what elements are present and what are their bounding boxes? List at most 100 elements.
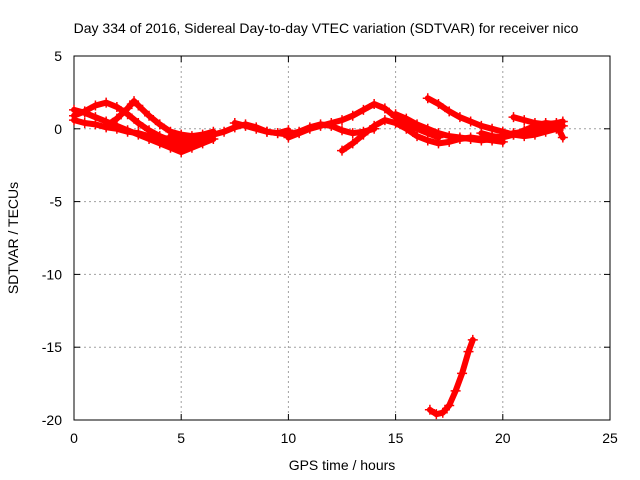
x-tick-label: 10: [281, 430, 297, 446]
data-point: [529, 129, 540, 140]
data-point: [315, 120, 326, 131]
data-point: [154, 133, 165, 144]
series-line: [424, 95, 566, 140]
data-point: [465, 116, 476, 127]
y-tick-label: -20: [42, 412, 62, 428]
data-point: [519, 125, 530, 136]
data-point: [450, 385, 461, 396]
data-point: [358, 104, 369, 115]
data-point: [208, 129, 219, 140]
data-point: [358, 129, 369, 140]
data-point: [337, 125, 347, 136]
data-point: [529, 117, 540, 128]
data-point: [79, 117, 90, 128]
data-point: [347, 138, 358, 149]
data-point: [476, 128, 487, 139]
data-point: [369, 120, 380, 131]
data-point: [122, 103, 133, 114]
data-point: [379, 103, 390, 114]
data-point: [508, 112, 519, 123]
data-point: [422, 123, 433, 134]
data-point: [219, 126, 230, 137]
plot-frame: [73, 55, 611, 421]
data-point: [457, 368, 468, 379]
data-point: [347, 110, 358, 121]
data-point: [154, 119, 165, 130]
data-point: [122, 126, 133, 137]
data-point: [337, 115, 347, 126]
data-point: [497, 132, 508, 143]
data-point: [379, 115, 390, 126]
data-point: [444, 400, 455, 411]
data-point: [272, 128, 283, 139]
data-point: [422, 93, 433, 104]
data-point: [165, 131, 176, 142]
data-point: [463, 346, 474, 357]
data-point: [444, 131, 455, 142]
data-point: [540, 119, 551, 130]
y-axis-label: SDTVAR / TECUs: [5, 182, 21, 294]
data-layer: [69, 93, 568, 420]
y-tick-label: 5: [54, 48, 62, 64]
data-point: [431, 409, 442, 420]
data-point: [69, 115, 79, 126]
y-tick-label: -5: [50, 194, 63, 210]
x-axis-label: GPS time / hours: [289, 457, 396, 473]
x-tick-label: 20: [495, 430, 511, 446]
x-tick-label: 5: [177, 430, 185, 446]
data-point: [337, 145, 347, 156]
data-point: [229, 117, 240, 128]
data-point: [133, 128, 144, 139]
axis-layer: 0 5 10 15 20 25 -20 -15 -10 -5 0 5: [42, 48, 618, 446]
data-point: [412, 131, 423, 142]
data-point: [133, 117, 144, 128]
data-point: [240, 120, 251, 131]
data-point: [197, 133, 208, 144]
data-point: [251, 123, 262, 134]
data-point: [390, 117, 401, 128]
data-point: [186, 136, 197, 147]
series-track-m: [424, 334, 478, 420]
data-point: [433, 128, 444, 139]
data-point: [551, 117, 562, 128]
y-tick-label: -15: [42, 339, 62, 355]
data-point: [144, 131, 155, 142]
data-point: [433, 138, 444, 149]
data-point: [424, 404, 435, 415]
data-point: [129, 96, 140, 107]
data-point: [261, 126, 272, 137]
data-point: [557, 132, 568, 143]
y-tick-label: 0: [54, 121, 62, 137]
data-point: [101, 97, 112, 108]
data-point: [454, 112, 465, 123]
data-point: [487, 131, 498, 142]
data-point: [422, 135, 433, 146]
grid-layer: [74, 56, 610, 420]
y-tick-label: -10: [42, 266, 62, 282]
data-point: [519, 115, 530, 126]
data-point: [412, 119, 423, 130]
data-point: [176, 135, 187, 146]
series-track-l: [508, 112, 568, 130]
data-point: [326, 117, 337, 128]
data-point: [90, 100, 101, 111]
data-point: [444, 106, 455, 117]
data-point: [467, 334, 478, 345]
data-point: [401, 123, 412, 134]
data-point: [401, 113, 412, 124]
data-point: [111, 113, 122, 124]
data-point: [433, 99, 444, 110]
data-point: [454, 132, 465, 143]
data-point: [304, 123, 315, 134]
data-point: [557, 116, 568, 127]
data-point: [133, 100, 144, 111]
data-point: [283, 132, 294, 143]
data-point: [390, 109, 401, 120]
data-point: [111, 101, 122, 112]
data-point: [90, 119, 101, 130]
data-point: [369, 99, 380, 110]
x-tick-label: 15: [388, 430, 404, 446]
data-point: [101, 120, 112, 131]
chart-title: Day 334 of 2016, Sidereal Day-to-day VTE…: [74, 20, 579, 36]
